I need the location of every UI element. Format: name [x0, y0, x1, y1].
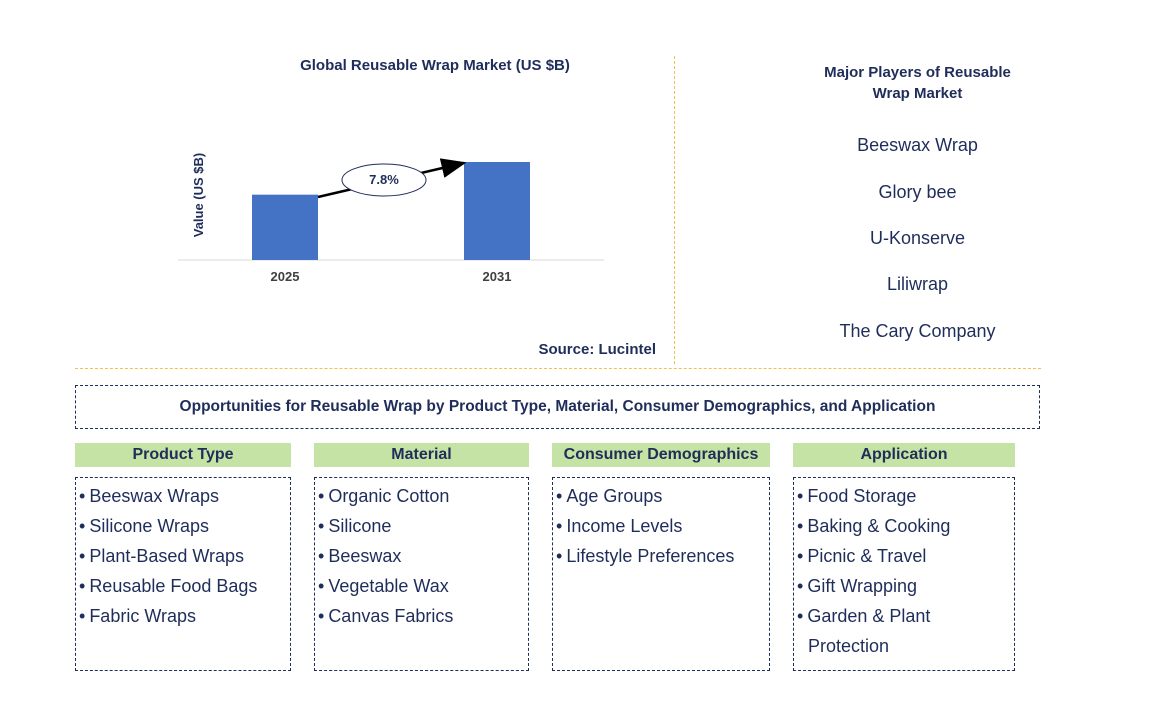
category-list-material: • Organic Cotton • Silicone • Beeswax • Vege…: [314, 477, 529, 671]
list-item: • Silicone: [318, 516, 392, 536]
category-header-material: Material: [314, 443, 529, 467]
list-item: • Plant-Based Wraps: [79, 546, 245, 566]
opportunities-title: Opportunities for Reusable Wrap by Produ…: [75, 385, 1040, 429]
list-item: • Income Levels: [556, 516, 683, 536]
source-label: Source: Lucintel: [538, 341, 656, 358]
category-list-product-type: • Beeswax Wraps • Silicone Wraps • Plant-Ba…: [75, 477, 291, 671]
player-item: Glory bee: [878, 182, 957, 202]
bar-chart: Value (US $B) 2025 2031 7.8%: [178, 153, 604, 284]
list-item: • Fabric Wraps: [79, 606, 197, 626]
list-item: • Baking & Cooking: [797, 516, 951, 536]
list-item: • Beeswax: [318, 546, 402, 566]
bar-2031: [464, 162, 530, 260]
category-list-consumer-demographics: • Age Groups • Income Levels • Lifestyle Pr…: [552, 477, 770, 671]
y-axis-label: Value (US $B): [191, 153, 206, 238]
players-title: Major Players of Reusable Wrap Market: [790, 62, 1045, 104]
category-header-consumer-demographics: Consumer Demographics: [552, 443, 770, 467]
category-header-application: Application: [793, 443, 1015, 467]
list-item: • Food Storage: [797, 486, 917, 506]
list-item: • Silicone Wraps: [79, 516, 210, 536]
list-item: • Beeswax Wraps: [79, 486, 220, 506]
player-item: Liliwrap: [886, 274, 949, 294]
category-header-product-type: Product Type: [75, 443, 291, 467]
player-item: Beeswax Wrap: [857, 135, 978, 155]
list-item: • Vegetable Wax: [318, 576, 449, 596]
list-item: • Picnic & Travel: [797, 546, 927, 566]
list-item: • Organic Cotton: [318, 486, 450, 506]
vertical-divider: [674, 56, 675, 364]
player-item: U-Konserve: [869, 228, 966, 248]
list-item: • Canvas Fabrics: [318, 606, 454, 626]
horizontal-divider: [75, 368, 1041, 369]
cagr-ellipse: [341, 163, 427, 197]
x-tick-label: 2025: [271, 269, 300, 284]
x-tick-label: 2031: [483, 269, 512, 284]
list-item: • Gift Wrapping: [797, 576, 918, 596]
player-item: The Cary Company: [839, 321, 996, 341]
list-item: • Age Groups: [556, 486, 663, 506]
cagr-label: 7.8%: [369, 172, 399, 187]
players-title-line1: Major Players of Reusable: [824, 64, 1011, 81]
chart-title: Global Reusable Wrap Market (US $B): [300, 57, 570, 74]
list-item-continuation: Protection: [808, 636, 890, 656]
category-list-application: • Food Storage • Baking & Cooking • Picnic …: [793, 477, 1015, 671]
list-item: • Garden & Plant: [797, 606, 931, 626]
players-title-line2: Wrap Market: [872, 85, 963, 102]
bar-2025: [252, 194, 318, 260]
list-item: • Lifestyle Preferences: [556, 546, 735, 566]
list-item: • Reusable Food Bags: [79, 576, 258, 596]
